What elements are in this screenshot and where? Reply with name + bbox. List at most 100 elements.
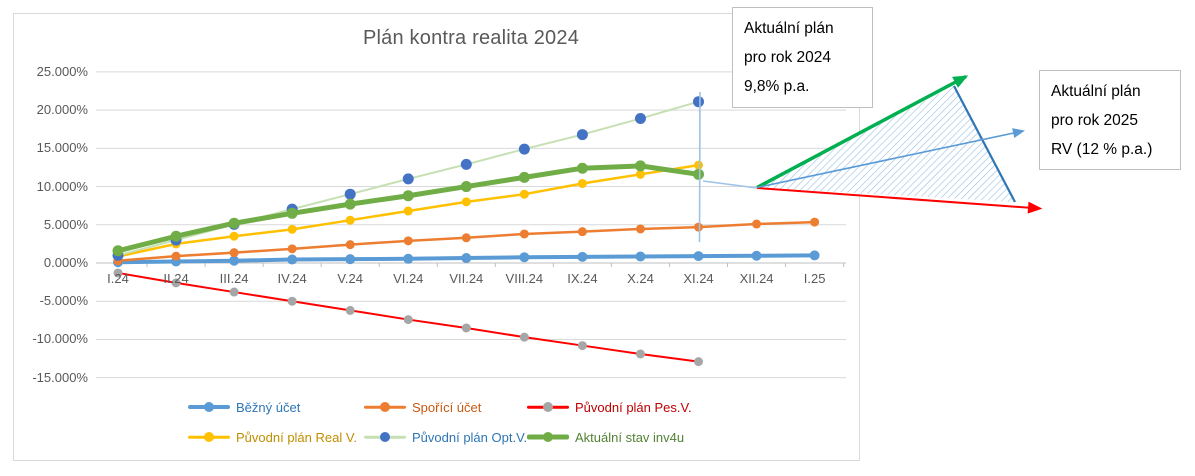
legend-item-aktualni-stav-inv4u[interactable]: Aktuální stav inv4u (527, 429, 684, 445)
data-point (577, 251, 588, 262)
legend-item-bezny-ucet[interactable]: Běžný účet (188, 399, 300, 415)
legend-label: Aktuální stav inv4u (575, 429, 685, 445)
data-point (345, 254, 356, 265)
data-point (694, 357, 703, 367)
data-point (809, 250, 820, 261)
data-point (634, 113, 646, 125)
legend-swatch (527, 400, 569, 414)
data-point (229, 248, 239, 258)
green-plan-arrow[interactable] (756, 74, 969, 190)
callout-plan-2025[interactable]: Aktuální plán pro rok 2025 RV (12 % p.a.… (1039, 70, 1181, 170)
data-point (171, 278, 181, 288)
data-point (461, 253, 472, 264)
data-point (577, 227, 587, 237)
data-point (403, 206, 413, 216)
data-point (461, 197, 471, 207)
data-point (287, 244, 297, 254)
series-sporici-ucet[interactable] (113, 217, 820, 266)
data-point (635, 251, 646, 262)
series-layer[interactable] (112, 96, 820, 367)
data-point (693, 251, 704, 262)
legend-marker (380, 402, 390, 412)
chart-title[interactable]: Plán kontra realita 2024 (362, 27, 580, 49)
series-puvodni-plan-pes-v[interactable] (113, 268, 704, 367)
y-axis-label: 5.000% (43, 216, 88, 232)
x-axis-label: IV.24 (277, 271, 307, 286)
triangle-leader-line[interactable] (702, 180, 758, 189)
data-point (518, 143, 530, 155)
y-axis-label: 10.000% (36, 178, 88, 194)
legend-label: Běžný účet (236, 399, 301, 415)
data-point (576, 129, 588, 141)
x-axis-label: III.24 (219, 271, 249, 286)
data-point (402, 173, 414, 185)
red-plan-arrow[interactable] (756, 187, 1043, 214)
legend-swatch (188, 430, 230, 444)
data-point (403, 315, 413, 325)
x-axis-label: XI.24 (683, 271, 714, 286)
callout-plan-2024[interactable]: Aktuální plán pro rok 2024 9,8% p.a. (732, 7, 873, 108)
data-point (229, 287, 239, 297)
annotation-shapes[interactable] (698, 74, 1043, 243)
legend-item-puvodni-plan-real-v[interactable]: Původní plán Real V. (188, 429, 357, 445)
legend-label: Původní plán Pes.V. (575, 399, 692, 415)
data-point (229, 231, 239, 241)
y-axis-label: 15.000% (36, 140, 88, 156)
x-axis-label: II.24 (163, 271, 189, 286)
legend-swatch (527, 430, 569, 444)
data-point (461, 323, 471, 333)
data-point (461, 233, 471, 243)
data-point (576, 162, 588, 174)
data-point (751, 250, 762, 261)
y-axis-label: -15.000% (32, 369, 88, 385)
callout-leader-line[interactable] (698, 91, 701, 243)
data-point (518, 171, 530, 183)
y-axis-label: -10.000% (32, 331, 88, 347)
legend-swatch (364, 400, 406, 414)
data-point (345, 305, 355, 315)
data-point (519, 332, 529, 342)
data-point (519, 189, 529, 199)
x-axis-label: I.25 (803, 271, 826, 286)
triangle-right-edge[interactable] (953, 85, 1016, 203)
data-point (345, 240, 355, 250)
gridlines (96, 71, 846, 379)
chart-frame (13, 13, 860, 461)
legend-marker (380, 432, 390, 442)
x-axis-label: VI.24 (393, 271, 424, 286)
data-point (694, 222, 703, 232)
legend-marker (204, 432, 214, 442)
data-point (112, 245, 124, 257)
data-point (577, 178, 587, 188)
data-point (810, 217, 820, 227)
data-point (403, 236, 413, 246)
data-point (752, 219, 762, 229)
legend-item-puvodni-plan-pes-v[interactable]: Původní plán Pes.V. (527, 399, 692, 415)
data-point (286, 207, 298, 219)
y-axis-label: 20.000% (36, 102, 88, 118)
data-point (287, 296, 297, 306)
legend-item-sporici-ucet[interactable]: Spořící účet (364, 399, 481, 415)
data-point (519, 252, 530, 263)
legend-label: Spořící účet (412, 399, 482, 415)
data-point (577, 341, 587, 351)
legend-swatch (188, 400, 230, 414)
series-aktualni-stav-inv4u[interactable] (112, 160, 705, 257)
data-point (635, 169, 645, 179)
data-point (460, 181, 472, 193)
y-axis-label: 25.000% (36, 63, 88, 79)
data-point (228, 217, 240, 229)
x-axis-label: I.24 (107, 271, 129, 286)
data-point (287, 254, 298, 265)
y-axis-label: -5.000% (39, 293, 88, 309)
data-point (170, 230, 182, 242)
legend-item-puvodni-plan-opt-v[interactable]: Původní plán Opt.V. (364, 429, 527, 445)
x-axis-label: X.24 (627, 271, 654, 286)
x-axis-label: VIII.24 (505, 271, 544, 286)
blue-callout-arrow[interactable] (756, 128, 1025, 189)
data-point (460, 158, 472, 170)
data-point (693, 96, 704, 108)
x-axis-label: XII.24 (739, 271, 774, 286)
